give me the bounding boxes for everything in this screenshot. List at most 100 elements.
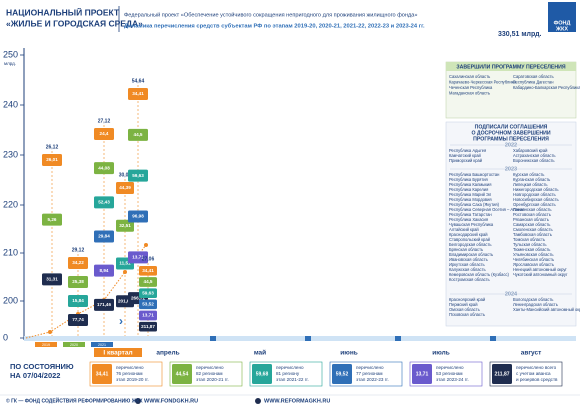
column-total: 27,12	[98, 118, 111, 124]
region-name: Новосибирская область	[513, 197, 559, 202]
region-name: Калужская область	[449, 267, 486, 272]
y-tick-label: 200	[3, 295, 18, 305]
region-name: Ленинградская область	[513, 302, 558, 307]
region-name: Смоленская область	[513, 227, 553, 232]
region-name: Краснодарский край	[449, 232, 488, 237]
curve-point	[48, 330, 52, 334]
year-label: 2019	[42, 343, 50, 347]
segment-label: 53,52	[142, 302, 154, 307]
site-link[interactable]: WWW.REFORMAGKH.RU	[264, 398, 330, 404]
segment-label: 77,74	[72, 317, 84, 322]
region-name: Республика Карелия	[449, 187, 488, 192]
segment-box	[116, 182, 134, 194]
segment-box	[68, 314, 88, 326]
y-tick-label: 210	[3, 247, 18, 257]
federal-project: Федеральный проект «Обеспечение устойчив…	[124, 11, 417, 18]
region-name: Нижегородская область	[513, 187, 559, 192]
segment-label: 34,41	[142, 268, 154, 273]
legend-swatch	[172, 364, 192, 384]
legend-frame	[249, 361, 323, 387]
early-title: ПРОГРАММЫ ПЕРЕСЕЛЕНИЯ	[473, 136, 549, 142]
growth-curve	[25, 244, 147, 339]
legend-frame	[409, 361, 483, 387]
region-name: Камчатский край	[449, 153, 481, 158]
early-title: О ДОСРОЧНОМ ЗАВЕРШЕНИИ	[471, 130, 550, 136]
year-label: 2020	[70, 343, 78, 347]
site-link[interactable]: WWW.FONDGKH.RU	[144, 398, 198, 404]
logo-text: ФОНД	[554, 20, 571, 26]
segment-label: 34,41	[132, 91, 144, 96]
region-name: Республика Северная Осетия – Алания	[449, 207, 525, 212]
region-name: Оренбургская область	[513, 202, 556, 207]
site-icon	[255, 398, 261, 404]
region-name: Приморский край	[449, 158, 482, 163]
region-name: Кабардино-Балкарская Республика	[513, 85, 580, 90]
timeline-tick	[305, 336, 311, 341]
segment-label: 44,5	[144, 279, 153, 284]
segment-label: 171,46	[97, 302, 111, 307]
segment-label: 32,51	[119, 223, 131, 228]
region-name: Тюменская область	[513, 247, 550, 252]
y-tick-label: 220	[3, 199, 18, 209]
column-total: 26,12	[46, 144, 59, 150]
month-label: апрель	[156, 350, 179, 357]
column-total: 54,64	[132, 78, 145, 84]
segment-box	[128, 169, 148, 182]
forward-arrow: ›	[119, 314, 123, 328]
timeline-tick	[395, 336, 401, 341]
region-name: Ростовская область	[513, 212, 551, 217]
segment-label: 31,31	[46, 277, 58, 282]
region-name: Республика Татарстан	[449, 212, 492, 217]
legend-text: этап 2020-21 гг.	[196, 377, 229, 382]
region-name: Республика Бурятия	[449, 177, 488, 182]
segment-box	[68, 295, 88, 307]
region-name: Тамбовская область	[513, 232, 552, 237]
region-name: Ханты-Мансийский автономный округ – Югра	[513, 307, 580, 312]
segment-box	[128, 210, 148, 223]
segment-box	[128, 88, 148, 100]
column-total: 29,12	[72, 247, 85, 253]
group-year: 2022	[505, 142, 517, 148]
year-box	[91, 342, 113, 347]
y-tick-label: 240	[3, 99, 18, 109]
legend-text: и резервов средств	[516, 377, 558, 382]
month-label: июнь	[340, 350, 357, 357]
legend-value: 34,41	[96, 371, 109, 377]
region-name: Карачаево-Черкесская Республика	[449, 80, 516, 85]
site-icon	[135, 398, 141, 404]
segment-box	[94, 298, 114, 311]
segment-label: 266,72	[131, 295, 145, 300]
group-year: 2023	[505, 166, 517, 172]
segment-label: 13,71	[142, 313, 154, 318]
legend-swatch	[332, 364, 352, 384]
legend-value: 59,52	[336, 371, 349, 377]
segment-label: 5,26	[48, 217, 57, 222]
legend-swatch	[492, 364, 512, 384]
legend-text: этап 2022-23 гг.	[356, 377, 389, 382]
region-name: Алтайский край	[449, 227, 479, 232]
region-name: Республика Адыгея	[449, 148, 486, 153]
region-name: Владимирская область	[449, 252, 493, 257]
project-name: «ЖИЛЬЕ И ГОРОДСКАЯ СРЕДА»	[6, 18, 143, 28]
region-name: Курганская область	[513, 177, 550, 182]
segment-box	[94, 230, 114, 243]
status-text: ПО СОСТОЯНИЮ	[10, 362, 74, 371]
segment-label: 59,63	[132, 173, 144, 178]
subtitle: Динамика перечисления средств субъектам …	[124, 23, 425, 30]
region-name: Тульская область	[513, 242, 546, 247]
region-name: Омская область	[449, 307, 480, 312]
segment-box	[94, 196, 114, 209]
segment-label: 44,39	[119, 185, 131, 190]
legend-text: 81 региону	[276, 371, 300, 376]
legend-text: 77 регионам	[356, 371, 383, 376]
axis-unit: млрд.	[4, 61, 16, 66]
region-name: Липецкая область	[513, 182, 547, 187]
year-box	[35, 342, 57, 347]
completed-panel	[445, 61, 577, 119]
legend-value: 13,71	[416, 371, 429, 377]
timeline-tick	[490, 336, 496, 341]
segment-label: 15,84	[72, 298, 84, 303]
completed-title: ЗАВЕРШИЛИ ПРОГРАММУ ПЕРЕСЕЛЕНИЯ	[456, 64, 565, 70]
segment-label: 201,06	[118, 298, 132, 303]
legend-text: перечислено	[436, 365, 464, 370]
